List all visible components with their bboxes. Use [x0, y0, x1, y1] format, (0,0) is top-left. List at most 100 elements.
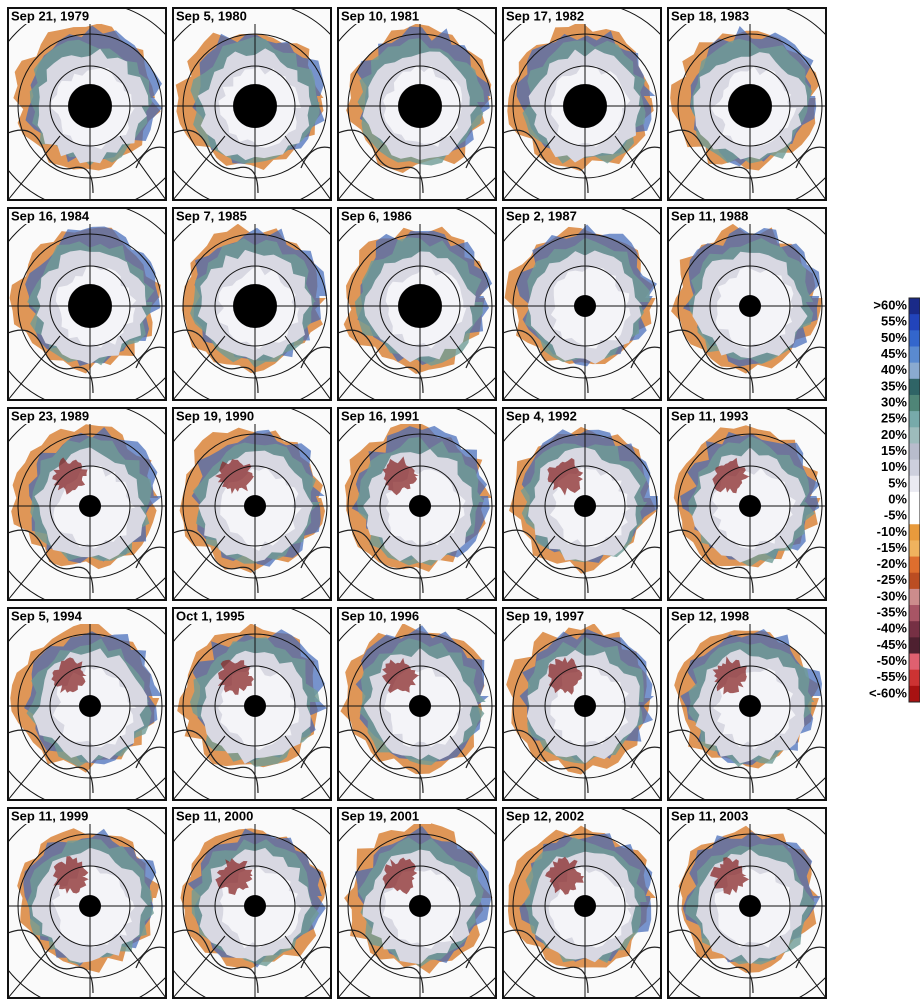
panel-label: Sep 11, 2000	[176, 808, 253, 823]
legend-swatch	[909, 670, 920, 687]
pole-hole	[398, 284, 442, 328]
legend-swatch	[909, 573, 920, 590]
pole-hole	[244, 695, 266, 717]
pole-hole	[739, 895, 761, 917]
panel-label: Sep 23, 1989	[11, 408, 89, 423]
panel-label: Sep 16, 1991	[341, 408, 419, 423]
map-panel: Sep 23, 1989	[0, 402, 194, 610]
panel-label: Sep 11, 1999	[11, 808, 88, 823]
pole-hole	[574, 695, 596, 717]
panel-label: Sep 11, 2003	[671, 808, 748, 823]
legend-label: 30%	[881, 394, 907, 409]
panel-label: Sep 19, 1990	[176, 408, 254, 423]
map-panel: Sep 4, 1992	[481, 402, 689, 610]
legend-label: -10%	[877, 524, 908, 539]
panel-label: Sep 11, 1993	[671, 408, 748, 423]
legend-label: 5%	[888, 475, 907, 490]
map-panel: Sep 12, 1998	[646, 602, 854, 810]
map-panel: Sep 11, 1993	[646, 402, 854, 610]
legend-swatch	[909, 460, 920, 477]
legend-label: 45%	[881, 346, 907, 361]
panel-label: Sep 11, 1988	[671, 208, 748, 223]
legend-swatch	[909, 314, 920, 331]
legend-label: 0%	[888, 491, 907, 506]
legend-label: -5%	[884, 508, 908, 523]
panel-label: Sep 19, 1997	[506, 608, 584, 623]
pole-hole	[574, 495, 596, 517]
panel-label: Sep 4, 1992	[506, 408, 577, 423]
legend-swatch	[909, 363, 920, 380]
legend-label: -35%	[877, 605, 908, 620]
panel-label: Sep 12, 1998	[671, 608, 749, 623]
legend-swatch	[909, 492, 920, 509]
legend-swatch	[909, 379, 920, 396]
map-panel: Sep 19, 1997	[481, 602, 689, 810]
pole-hole	[233, 284, 277, 328]
panel-label: Sep 5, 1994	[11, 608, 83, 623]
legend-label: -20%	[877, 556, 908, 571]
legend-label: 15%	[881, 443, 907, 458]
map-panel: Sep 11, 1999	[0, 802, 194, 1002]
legend-label: 50%	[881, 330, 907, 345]
legend-swatch	[909, 540, 920, 557]
panel-label: Sep 12, 2002	[506, 808, 584, 823]
legend-swatch	[909, 395, 920, 412]
legend-swatch	[909, 508, 920, 525]
pole-hole	[739, 295, 761, 317]
pole-hole	[68, 284, 112, 328]
legend-label: 40%	[881, 362, 907, 377]
panel-label: Sep 2, 1987	[506, 208, 577, 223]
legend-label: -45%	[877, 637, 908, 652]
legend-swatch	[909, 524, 920, 541]
legend-swatch	[909, 411, 920, 428]
map-panel: Sep 17, 1982	[481, 2, 689, 210]
legend-label: <-60%	[869, 685, 907, 700]
map-panel: Sep 6, 1986	[316, 202, 524, 410]
map-panel: Sep 11, 2000	[151, 802, 359, 1002]
pole-hole	[739, 695, 761, 717]
panel-label: Sep 10, 1996	[341, 608, 419, 623]
pole-hole	[739, 495, 761, 517]
legend-label: -15%	[877, 540, 908, 555]
map-panel: Sep 11, 1988	[646, 202, 854, 410]
legend-label: 55%	[881, 314, 907, 329]
legend-swatch	[909, 346, 920, 363]
pole-hole	[68, 84, 112, 128]
panel-label: Sep 10, 1981	[341, 8, 419, 23]
map-panel: Sep 11, 2003	[646, 802, 854, 1002]
legend-swatch	[909, 686, 920, 703]
legend-swatch	[909, 476, 920, 493]
pole-hole	[244, 495, 266, 517]
legend-label: >60%	[873, 298, 907, 313]
legend-label: -40%	[877, 621, 908, 636]
legend-label: 10%	[881, 459, 907, 474]
legend-swatch	[909, 605, 920, 622]
map-panel: Sep 16, 1984	[0, 202, 194, 410]
pole-hole	[574, 895, 596, 917]
map-panel: Sep 19, 2001	[316, 802, 524, 1002]
pole-hole	[409, 695, 431, 717]
legend-swatch	[909, 589, 920, 606]
panel-label: Sep 5, 1980	[176, 8, 247, 23]
legend-label: 20%	[881, 427, 907, 442]
map-panel: Sep 7, 1985	[151, 202, 359, 410]
map-panel: Sep 2, 1987	[481, 202, 689, 410]
map-panel: Sep 21, 1979	[0, 2, 194, 210]
pole-hole	[233, 84, 277, 128]
legend-swatch	[909, 427, 920, 444]
map-panel: Sep 16, 1991	[316, 402, 524, 610]
legend-label: 35%	[881, 378, 907, 393]
panel-label: Sep 6, 1986	[341, 208, 412, 223]
panel-label: Sep 21, 1979	[11, 8, 89, 23]
legend-swatch	[909, 443, 920, 460]
map-panel: Sep 12, 2002	[481, 802, 689, 1002]
pole-hole	[79, 895, 101, 917]
panel-label: Sep 16, 1984	[11, 208, 90, 223]
pole-hole	[79, 695, 101, 717]
map-panel: Sep 10, 1981	[316, 2, 524, 210]
legend-label: -25%	[877, 572, 908, 587]
legend-label: -50%	[877, 653, 908, 668]
legend-label: 25%	[881, 411, 907, 426]
map-panel: Sep 5, 1980	[151, 2, 359, 210]
pole-hole	[409, 495, 431, 517]
